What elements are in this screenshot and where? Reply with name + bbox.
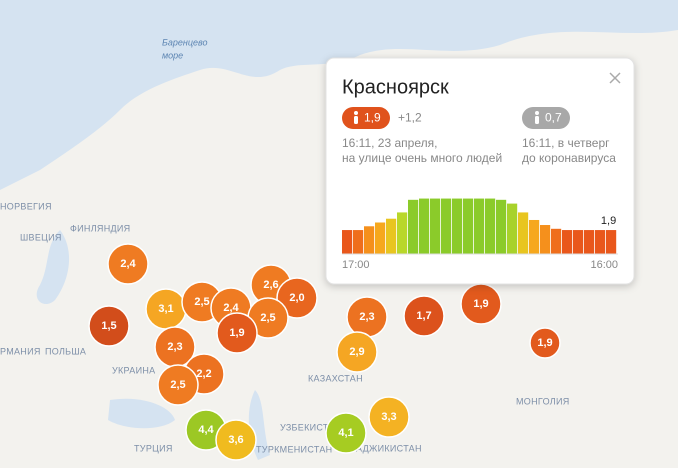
- bar: [364, 226, 375, 254]
- place-label: ТУРКМЕНИСТАН: [256, 444, 332, 454]
- bar: [562, 230, 573, 254]
- bar: [397, 212, 408, 254]
- marker-label: 1,7: [416, 310, 431, 322]
- city-marker[interactable]: [276, 277, 318, 319]
- marker-label: 2,3: [167, 341, 182, 353]
- city-marker[interactable]: [88, 305, 130, 347]
- person-icon: [535, 111, 539, 124]
- close-button[interactable]: [609, 72, 621, 84]
- marker-label: 2,6: [263, 279, 278, 291]
- city-marker[interactable]: [216, 312, 258, 354]
- marker-label: 3,1: [158, 303, 173, 315]
- marker-label: 3,6: [228, 434, 243, 446]
- marker-label: 1,9: [229, 327, 244, 339]
- bar: [430, 198, 441, 254]
- bar: [419, 198, 430, 254]
- popup-title: Красноярск: [342, 76, 449, 98]
- marker-label: 2,5: [194, 296, 209, 308]
- bar: [551, 228, 562, 254]
- bar: [441, 198, 452, 254]
- place-label: АДЖИКИСТАН: [356, 443, 422, 453]
- place-label: НОРВЕГИЯ: [0, 201, 52, 211]
- place-label: ТУРЦИЯ: [134, 443, 173, 453]
- baseline-value: 0,7: [545, 111, 562, 125]
- marker-label: 2,5: [260, 312, 275, 324]
- bar: [518, 212, 529, 254]
- current-value: 1,9: [364, 111, 381, 125]
- city-marker[interactable]: [157, 364, 199, 406]
- bar-value-label: 1,9: [601, 215, 616, 227]
- marker-label: 4,4: [198, 424, 214, 436]
- current-status: на улице очень много людей: [342, 151, 502, 165]
- place-label: МОНГОЛИЯ: [516, 396, 570, 406]
- bar: [353, 230, 364, 254]
- marker-label: 1,9: [537, 337, 552, 349]
- bar: [408, 199, 419, 254]
- marker-label: 2,0: [289, 292, 304, 304]
- place-label: ПОЛЬША: [45, 346, 86, 356]
- marker-label: 2,2: [196, 368, 211, 380]
- marker-label: 2,3: [359, 311, 374, 323]
- bar: [529, 219, 540, 254]
- current-time: 16:11, 23 апреля,: [342, 136, 437, 150]
- bar: [342, 230, 353, 254]
- city-marker[interactable]: [336, 331, 378, 373]
- bar: [606, 230, 617, 254]
- bar: [463, 198, 474, 254]
- baseline-status: до коронавируса: [522, 151, 616, 165]
- city-marker[interactable]: [368, 396, 410, 438]
- place-label: УКРАИНА: [112, 365, 155, 375]
- place-label: КАЗАХСТАН: [308, 373, 363, 383]
- bar: [595, 230, 606, 254]
- popup: Красноярск 1,9 +1,2 16:11, 23 апреля, на…: [325, 57, 635, 285]
- city-marker[interactable]: [215, 419, 257, 461]
- current-badge: [342, 107, 390, 129]
- x-end-label: 16:00: [590, 259, 618, 271]
- marker-label: 2,5: [170, 379, 185, 391]
- bar: [485, 198, 496, 254]
- city-marker[interactable]: [403, 295, 445, 337]
- place-label: ФИНЛЯНДИЯ: [70, 223, 130, 233]
- x-start-label: 17:00: [342, 259, 370, 271]
- marker-label: 2,9: [349, 346, 364, 358]
- bar: [584, 230, 595, 254]
- city-marker[interactable]: [529, 327, 561, 359]
- delta: +1,2: [398, 111, 422, 125]
- marker-label: 1,5: [101, 320, 116, 332]
- bar: [375, 222, 386, 254]
- marker-label: 3,3: [381, 411, 396, 423]
- place-label: УЗБЕКИСТАН: [280, 422, 341, 432]
- city-marker[interactable]: [325, 412, 367, 454]
- baseline-time: 16:11, в четверг: [522, 136, 610, 150]
- place-label: РМАНИЯ: [0, 346, 41, 356]
- baseline-badge: [522, 107, 570, 129]
- bar: [540, 225, 551, 254]
- arctic-sea: [0, 0, 678, 190]
- person-icon: [354, 111, 358, 124]
- bar: [386, 218, 397, 254]
- baltic-sea: [36, 230, 70, 305]
- bar: [474, 198, 485, 254]
- bar: [496, 199, 507, 254]
- marker-label: 4,1: [338, 427, 353, 439]
- place-label: Баренцево: [162, 37, 207, 47]
- marker-label: 2,4: [120, 258, 136, 270]
- marker-label: 2,4: [223, 302, 239, 314]
- bar: [452, 198, 463, 254]
- city-marker[interactable]: [107, 243, 149, 285]
- bar: [573, 230, 584, 254]
- place-label: море: [162, 50, 183, 60]
- black-sea: [108, 398, 175, 429]
- marker-label: 1,9: [473, 298, 488, 310]
- bar: [507, 203, 518, 254]
- place-label: ШВЕЦИЯ: [20, 232, 62, 242]
